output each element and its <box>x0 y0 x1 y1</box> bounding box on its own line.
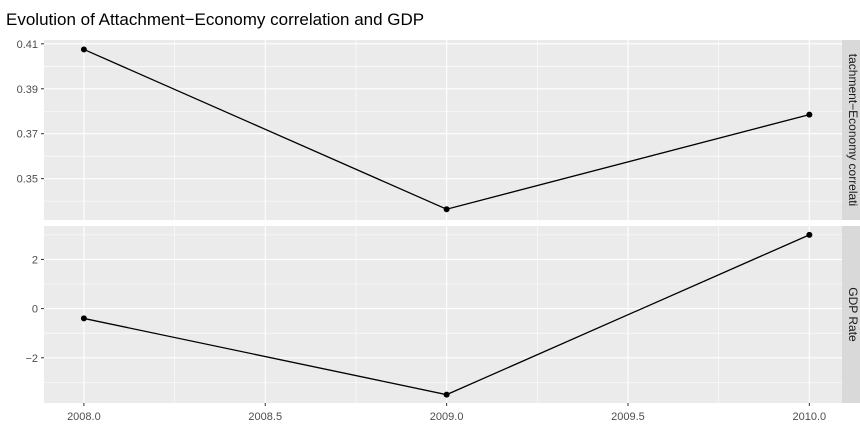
chart-title: Evolution of Attachment−Economy correlat… <box>6 10 424 29</box>
strip-label: GDP Rate <box>846 287 860 342</box>
strip-label: tachment−Economy correlati <box>846 54 860 206</box>
panel-2: −2 0 2 GDP Rate <box>25 226 860 403</box>
y-tick-label: 0 <box>32 304 38 316</box>
x-tick-label: 2008.5 <box>248 411 282 423</box>
series-1 <box>80 46 813 213</box>
x-tick-label: 2008.0 <box>67 411 101 423</box>
strip-background <box>842 226 860 403</box>
data-point <box>80 46 87 53</box>
x-tick-label: 2009.0 <box>430 411 464 423</box>
data-point <box>806 231 813 238</box>
y-tick-label: 0.35 <box>17 174 38 186</box>
y-tick-label: 0.41 <box>17 39 38 51</box>
data-point <box>443 206 450 213</box>
strip-background <box>842 40 860 220</box>
y-tick-label: 0.39 <box>17 84 38 96</box>
data-point <box>80 315 87 322</box>
panel-background <box>44 40 842 220</box>
panel-1: 0.35 0.37 0.39 0.41 tachment−Economy correla… <box>17 39 860 220</box>
y-tick-label: 2 <box>32 254 38 266</box>
panel-background <box>44 226 842 403</box>
panels: 0.35 0.37 0.39 0.41 tachment−Economy correla… <box>17 39 860 423</box>
y-tick-label: 0.37 <box>17 129 38 141</box>
x-axis: 2008.0 2008.5 2009.0 2009.5 2010.0 <box>67 403 826 423</box>
data-point <box>806 111 813 118</box>
data-point <box>443 391 450 398</box>
y-tick-label: −2 <box>25 353 38 365</box>
x-tick-label: 2010.0 <box>793 411 827 423</box>
series-1 <box>80 231 813 398</box>
x-tick-label: 2009.5 <box>611 411 645 423</box>
